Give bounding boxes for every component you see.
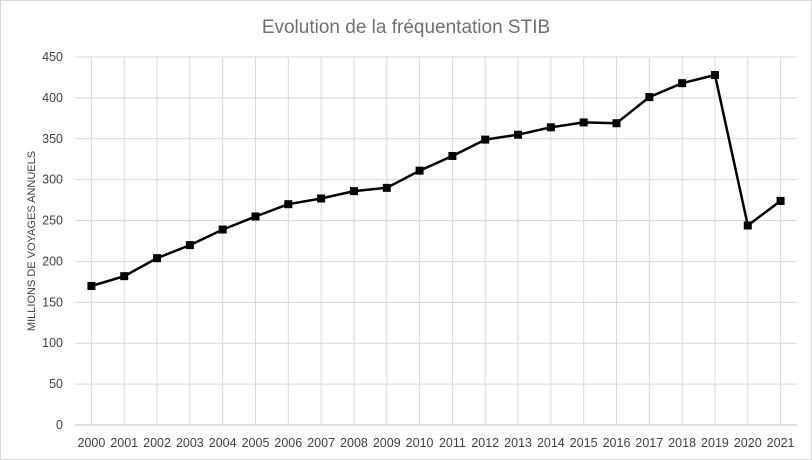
x-tick-label: 2011 [439, 436, 466, 450]
data-point-2009 [382, 183, 391, 192]
data-point-2005 [251, 212, 260, 221]
y-tick-label: 350 [42, 132, 63, 146]
x-axis-ticks: 2000 2001 2002 2003 2004 2005 2006 2007 2008 2009… [78, 436, 795, 450]
x-tick-label: 2008 [340, 436, 368, 450]
x-tick-label: 2020 [734, 436, 762, 450]
y-tick-label: 250 [42, 214, 63, 228]
data-point-2016 [612, 119, 621, 128]
y-axis-label: MILLIONS DE VOYAGES ANNUELS [26, 151, 38, 331]
data-point-2002 [153, 254, 162, 263]
x-tick-label: 2021 [767, 436, 795, 450]
x-tick-label: 2015 [570, 436, 598, 450]
x-tick-label: 2018 [668, 436, 696, 450]
data-point-2008 [349, 187, 358, 196]
x-tick-label: 2005 [242, 436, 270, 450]
data-point-2000 [87, 281, 96, 290]
data-point-2010 [415, 166, 424, 175]
data-point-2015 [579, 118, 588, 127]
data-point-2020 [743, 221, 752, 230]
data-point-2013 [514, 130, 523, 139]
data-point-2003 [185, 241, 194, 250]
y-tick-label: 400 [42, 91, 63, 105]
y-tick-label: 50 [49, 377, 63, 391]
data-point-2006 [284, 200, 293, 209]
x-tick-label: 2016 [603, 436, 631, 450]
x-tick-label: 2012 [471, 436, 499, 450]
x-tick-label: 2003 [176, 436, 204, 450]
x-tick-label: 2010 [406, 436, 434, 450]
data-point-2021 [776, 196, 785, 205]
data-point-2018 [678, 79, 687, 88]
data-point-2004 [218, 225, 227, 234]
x-tick-label: 2002 [143, 436, 171, 450]
x-tick-label: 2009 [373, 436, 401, 450]
y-tick-label: 0 [56, 418, 63, 432]
y-tick-label: 200 [42, 254, 63, 268]
x-tick-label: 2007 [307, 436, 335, 450]
data-series [87, 70, 785, 290]
series-line [91, 73, 782, 288]
data-point-2019 [710, 70, 719, 79]
y-tick-label: 300 [42, 173, 63, 187]
chart-title: Evolution de la fréquentation STIB [262, 17, 550, 38]
y-tick-label: 150 [42, 295, 63, 309]
data-point-2014 [546, 123, 555, 132]
y-tick-label: 450 [42, 50, 63, 64]
data-point-2011 [448, 151, 457, 160]
data-point-2017 [645, 93, 654, 102]
data-point-2007 [317, 194, 326, 203]
x-tick-label: 2000 [78, 436, 106, 450]
grid-lines [75, 56, 797, 426]
x-tick-label: 2006 [274, 436, 302, 450]
x-tick-label: 2004 [209, 436, 237, 450]
data-point-2001 [120, 272, 129, 281]
x-tick-label: 2014 [537, 436, 565, 450]
y-axis-ticks: 0 50 100 150 200 250 300 350 400 450 [42, 50, 63, 432]
x-tick-label: 2013 [504, 436, 532, 450]
x-tick-label: 2017 [635, 436, 663, 450]
data-point-2012 [481, 135, 490, 144]
x-tick-label: 2001 [110, 436, 138, 450]
y-tick-label: 100 [42, 336, 63, 350]
x-tick-label: 2019 [701, 436, 729, 450]
